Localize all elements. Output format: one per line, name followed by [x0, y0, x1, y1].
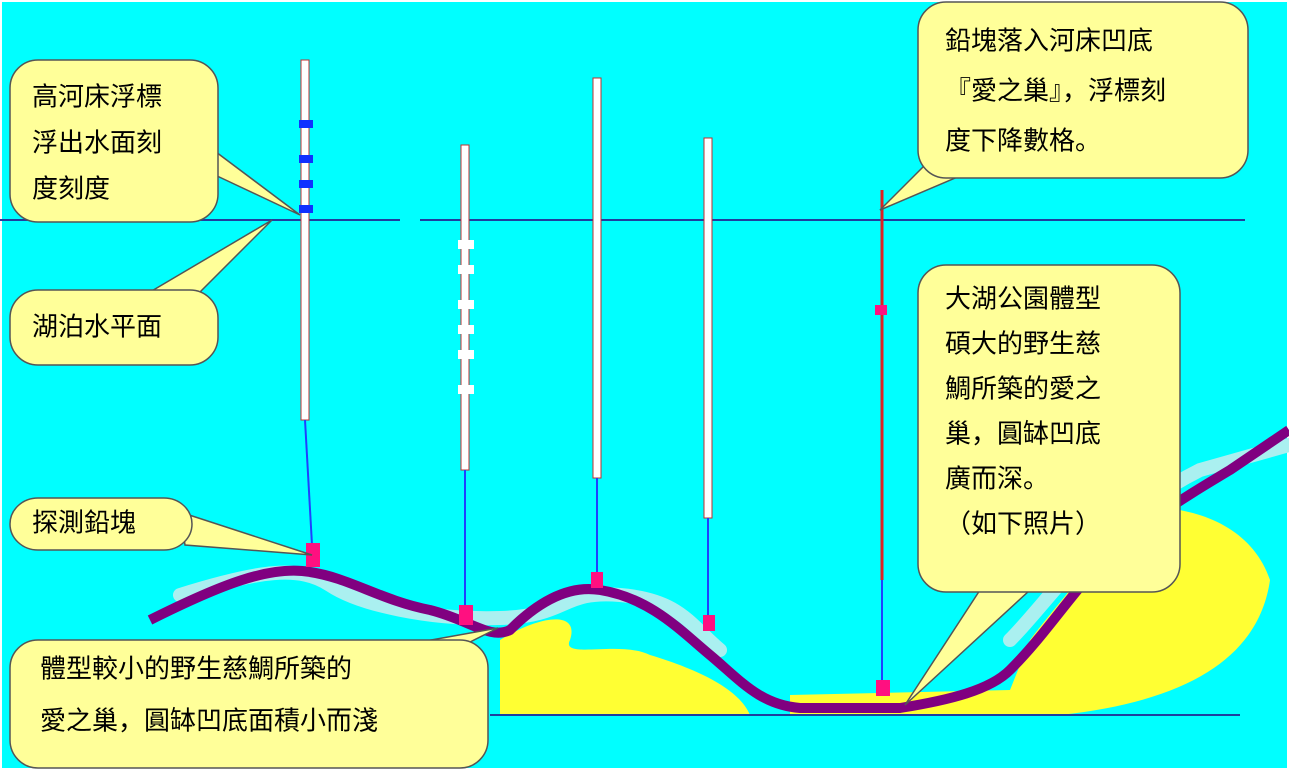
- callout-text: 愛之巢，圓缽凹底面積小而淺: [40, 707, 378, 737]
- riverbed: [147, 425, 1289, 713]
- callout-text: 體型較小的野生慈鯛所築的: [40, 655, 352, 685]
- callout-box: [917, 264, 1181, 593]
- float: [875, 190, 890, 696]
- callout: 湖泊水平面: [9, 219, 273, 366]
- callout-box: [9, 289, 219, 366]
- callout-text: 鯛所築的愛之: [945, 375, 1101, 405]
- float: [703, 137, 715, 631]
- callout-text: 廣而深。: [945, 465, 1049, 495]
- callout-box: [9, 59, 219, 223]
- callout-text: 度刻度: [32, 175, 110, 205]
- callout-text: 鉛塊落入河床凹底: [945, 27, 1153, 57]
- callout-box: [9, 497, 193, 551]
- callout-text: （如下照片）: [945, 510, 1101, 540]
- callout-text: 『愛之巢』，浮標刻: [945, 77, 1166, 107]
- callout-join: [200, 140, 215, 175]
- callout-text: 度下降數格。: [945, 127, 1101, 157]
- callout-text: 巢，圓缽凹底: [945, 420, 1101, 450]
- callout: 探測鉛塊: [9, 497, 313, 556]
- float: [299, 59, 320, 567]
- callout-text: 碩大的野生慈: [945, 330, 1101, 360]
- callout-text: 高河床浮標: [32, 83, 162, 113]
- floats: [299, 59, 890, 696]
- callout-box: [9, 639, 489, 769]
- callout-text: 探測鉛塊: [32, 509, 136, 539]
- callout-join: [940, 150, 960, 176]
- float: [458, 144, 474, 625]
- callout-box: [917, 1, 1249, 179]
- callout-text: 大湖公園體型: [945, 285, 1101, 315]
- float: [591, 77, 603, 588]
- callout-join: [180, 512, 185, 545]
- callout-text: 湖泊水平面: [32, 313, 162, 343]
- callout-text: 浮出水面刻: [32, 129, 162, 159]
- callouts: 高河床浮標浮出水面刻度刻度湖泊水平面探測鉛塊體型較小的野生慈鯛所築的愛之巢，圓缽…: [9, 1, 1249, 769]
